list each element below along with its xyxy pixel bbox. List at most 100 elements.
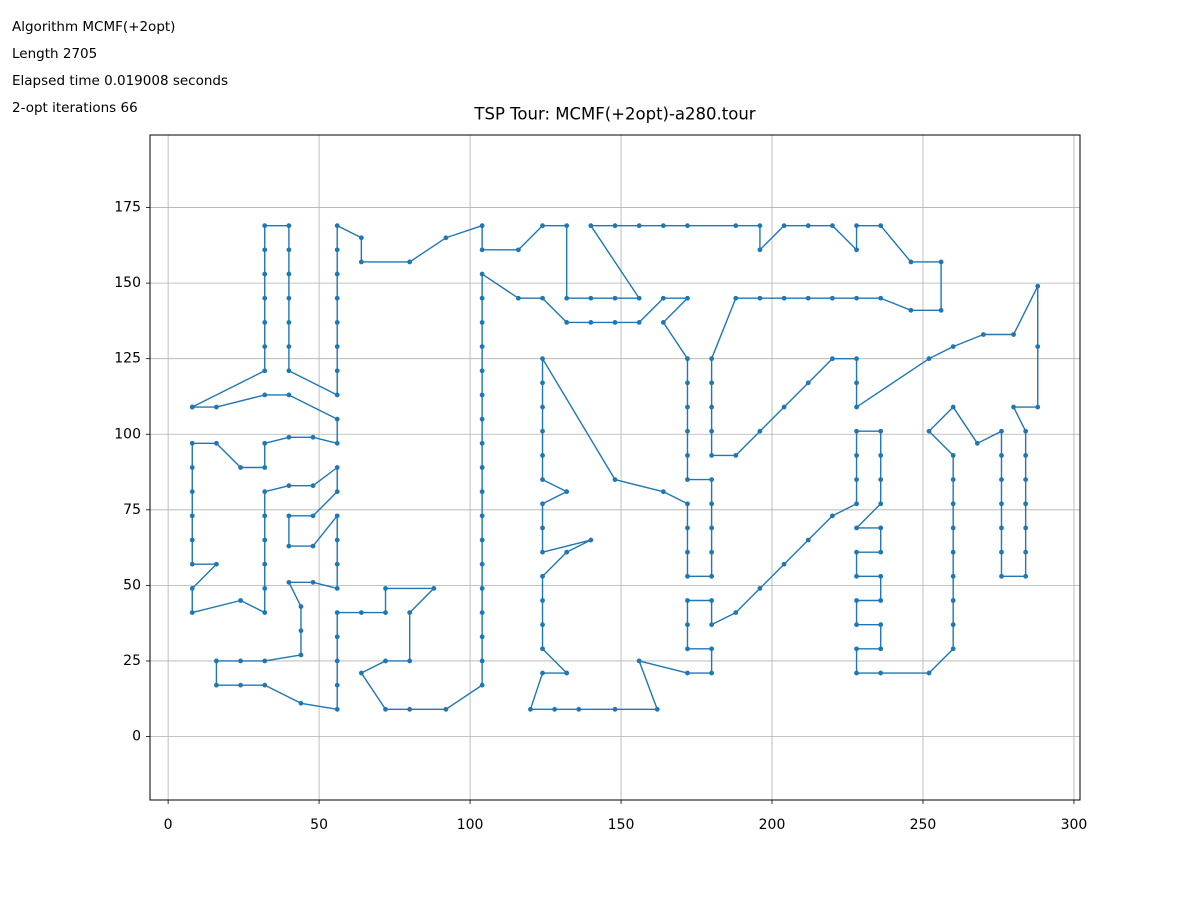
- city-point: [262, 610, 268, 615]
- city-point: [950, 622, 956, 628]
- city-point: [540, 573, 545, 579]
- city-point: [383, 586, 388, 591]
- city-point: [334, 344, 340, 349]
- city-point: [938, 307, 944, 313]
- city-point: [298, 628, 304, 634]
- city-point: [757, 428, 763, 434]
- city-point: [1023, 549, 1029, 555]
- city-point: [685, 598, 690, 603]
- city-point: [854, 428, 859, 434]
- city-point: [636, 223, 642, 229]
- city-point: [588, 320, 594, 325]
- city-point: [540, 549, 545, 555]
- city-point: [612, 223, 618, 229]
- city-point: [854, 295, 859, 301]
- annotations: Algorithm MCMF(+2opt) Length 2705 Elapsed …: [12, 19, 228, 116]
- x-tick-label: 300: [1061, 817, 1088, 833]
- city-point: [660, 320, 666, 325]
- city-point: [479, 634, 485, 640]
- city-point: [612, 477, 618, 482]
- city-point: [854, 670, 859, 676]
- city-point: [334, 489, 340, 495]
- city-point: [999, 428, 1004, 434]
- city-point: [238, 598, 243, 603]
- city-point: [479, 440, 485, 446]
- city-point: [286, 344, 292, 349]
- city-point: [878, 622, 884, 628]
- y-tick-label: 0: [132, 729, 141, 745]
- city-point: [262, 561, 268, 567]
- city-point: [926, 356, 932, 362]
- city-point: [262, 465, 268, 470]
- city-point: [757, 295, 763, 301]
- city-point: [431, 586, 437, 591]
- city-point: [685, 646, 690, 652]
- city-point: [540, 622, 545, 628]
- city-point: [479, 368, 485, 374]
- city-point: [540, 598, 545, 603]
- city-point: [685, 501, 690, 507]
- city-point: [588, 223, 594, 229]
- city-point: [950, 477, 956, 482]
- city-point: [479, 392, 485, 398]
- city-point: [854, 646, 859, 652]
- city-point: [950, 404, 956, 410]
- city-point: [334, 561, 340, 567]
- city-point: [636, 658, 642, 664]
- city-point: [262, 682, 268, 688]
- city-point: [709, 598, 715, 603]
- city-point: [298, 700, 304, 706]
- city-point: [334, 537, 340, 543]
- city-point: [878, 525, 884, 531]
- city-point: [262, 247, 268, 253]
- city-point: [479, 223, 485, 229]
- city-point: [709, 380, 715, 386]
- city-point: [540, 670, 545, 676]
- annotation: 2-opt iterations 66: [12, 100, 138, 116]
- city-point: [334, 634, 340, 640]
- y-tick-label: 25: [123, 653, 141, 669]
- city-point: [878, 549, 884, 555]
- city-point: [950, 525, 956, 531]
- city-point: [878, 573, 884, 579]
- city-point: [588, 295, 594, 301]
- city-point: [709, 477, 715, 482]
- city-point: [854, 404, 859, 410]
- city-point: [286, 295, 292, 301]
- city-point: [515, 247, 521, 253]
- city-point: [515, 295, 521, 301]
- city-point: [757, 223, 763, 229]
- city-point: [479, 295, 485, 301]
- city-point: [830, 295, 835, 301]
- x-tick-label: 100: [457, 817, 484, 833]
- y-tick-label: 50: [123, 577, 141, 593]
- city-point: [189, 537, 195, 543]
- city-point: [612, 320, 618, 325]
- city-point: [334, 440, 340, 446]
- city-point: [334, 513, 340, 519]
- city-point: [262, 586, 268, 591]
- city-point: [854, 598, 859, 603]
- city-point: [1023, 453, 1029, 458]
- city-point: [262, 392, 268, 398]
- city-point: [286, 320, 292, 325]
- city-point: [878, 598, 884, 603]
- city-point: [685, 428, 690, 434]
- city-point: [334, 682, 340, 688]
- city-point: [854, 223, 859, 229]
- city-point: [286, 483, 292, 489]
- city-point: [733, 223, 739, 229]
- city-point: [654, 706, 660, 712]
- city-point: [479, 586, 485, 591]
- city-point: [709, 501, 715, 507]
- x-tick-label: 0: [164, 817, 173, 833]
- city-point: [781, 223, 787, 229]
- city-point: [854, 380, 859, 386]
- city-point: [189, 465, 195, 470]
- city-point: [950, 453, 956, 458]
- city-point: [262, 344, 268, 349]
- city-point: [974, 440, 980, 446]
- city-point: [189, 586, 195, 591]
- city-point: [540, 404, 545, 410]
